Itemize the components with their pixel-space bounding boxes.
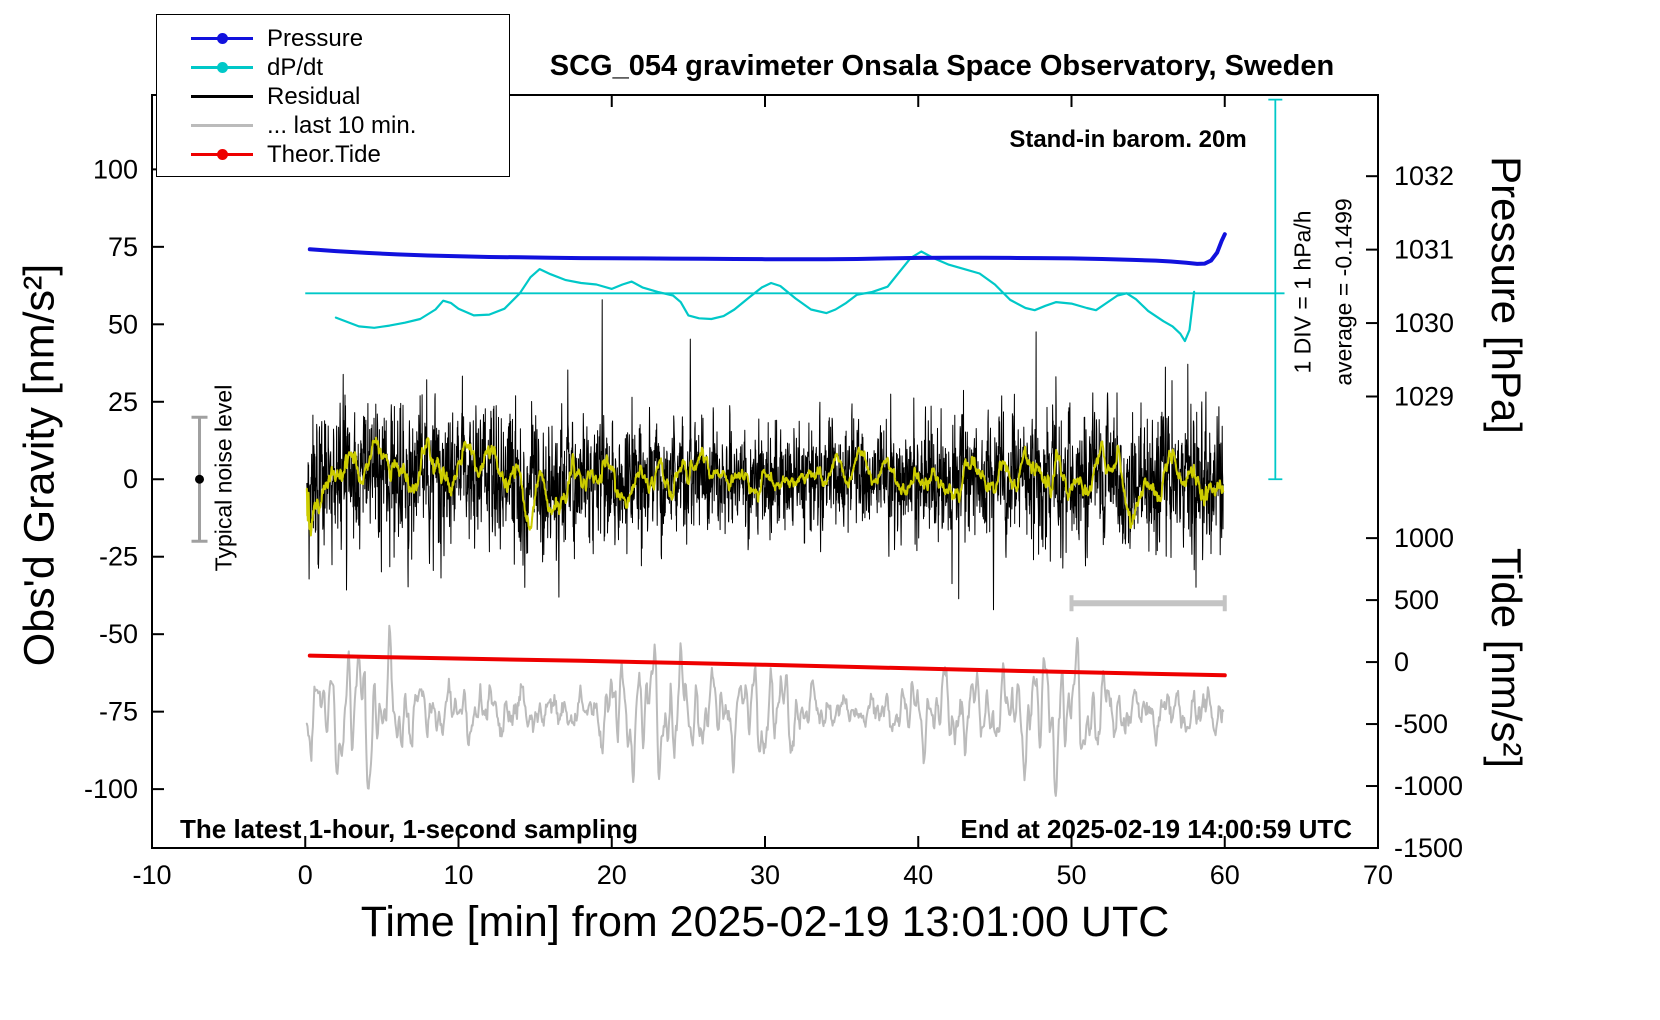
x-tick-label: 0 xyxy=(298,860,313,890)
legend-label: Pressure xyxy=(267,24,364,52)
tide-axis-label: Tide [nm/s²] xyxy=(1483,547,1530,769)
x-tick-label: -10 xyxy=(132,860,171,890)
legend-item: Theor.Tide xyxy=(157,140,509,169)
legend-line-sample xyxy=(191,95,253,98)
tide-tick-label: -1500 xyxy=(1394,833,1463,863)
legend-dot-sample xyxy=(217,149,228,160)
annotation-end-time: End at 2025-02-19 14:00:59 UTC xyxy=(960,814,1352,844)
x-tick-label: 60 xyxy=(1210,860,1240,890)
scalebar-caps xyxy=(1069,595,1227,612)
legend: Pressure dP/dt Residual... last 10 min. The… xyxy=(156,14,510,177)
legend-item: ... last 10 min. xyxy=(157,111,509,140)
annotation-barometer: Stand-in barom. 20m xyxy=(1009,126,1247,153)
legend-swatch xyxy=(191,53,253,82)
pressure-tick-label: 1029 xyxy=(1394,382,1454,412)
x-tick-label: 20 xyxy=(597,860,627,890)
series-residual xyxy=(306,299,1224,611)
tide-tick-label: 1000 xyxy=(1394,523,1454,553)
series-pressure xyxy=(307,232,1227,266)
legend-swatch xyxy=(191,82,253,111)
legend-item: Pressure xyxy=(157,24,509,53)
pressure-tick-label: 1032 xyxy=(1394,161,1454,191)
tide-tick-label: -500 xyxy=(1394,709,1448,739)
annotation-sampling: The latest 1-hour, 1-second sampling xyxy=(180,814,638,844)
noise-errorbar-dot xyxy=(195,474,205,484)
gravity-tick-label: -50 xyxy=(99,619,138,649)
x-tick-label: 50 xyxy=(1056,860,1086,890)
x-tick-label: 10 xyxy=(443,860,473,890)
gravity-tick-label: 50 xyxy=(108,309,138,339)
legend-label: Residual xyxy=(267,82,361,110)
gravity-tick-label: -75 xyxy=(99,697,138,727)
annotation-noise-level: Typical noise level xyxy=(210,384,237,572)
series-last-10-min xyxy=(305,624,1225,797)
gravity-tick-label: 100 xyxy=(93,154,138,184)
gravity-tick-label: -25 xyxy=(99,542,138,572)
gravity-tick-label: 75 xyxy=(108,232,138,262)
legend-item: Residual xyxy=(157,82,509,111)
pressure-tick-label: 1031 xyxy=(1394,235,1454,265)
legend-dot-sample xyxy=(217,33,228,44)
x-axis-label: Time [min] from 2025-02-19 13:01:00 UTC xyxy=(360,898,1170,946)
dpdt-div-axis xyxy=(1268,98,1283,481)
x-tick-label: 40 xyxy=(903,860,933,890)
tide-tick-label: 0 xyxy=(1394,647,1409,677)
tide-tick-label: 500 xyxy=(1394,585,1439,615)
pressure-tick-label: 1030 xyxy=(1394,308,1454,338)
x-tick-label: 30 xyxy=(750,860,780,890)
legend-item: dP/dt xyxy=(157,53,509,82)
gravity-tick-label: 0 xyxy=(123,464,138,494)
chart-title: SCG_054 gravimeter Onsala Space Observat… xyxy=(549,50,1335,82)
gravity-axis-label: Obs'd Gravity [nm/s²] xyxy=(15,263,64,667)
gravity-tick-label: 25 xyxy=(108,387,138,417)
legend-label: Theor.Tide xyxy=(267,140,381,168)
x-tick-label: 70 xyxy=(1363,860,1393,890)
legend-label: dP/dt xyxy=(267,53,324,81)
gravity-tick-label: -100 xyxy=(84,774,138,804)
legend-swatch xyxy=(191,24,253,53)
series-dpdt xyxy=(334,250,1196,343)
legend-swatch xyxy=(191,140,253,169)
annotation-average: average = -0.1499 xyxy=(1330,198,1357,386)
pressure-axis-label: Pressure [hPa] xyxy=(1483,156,1530,434)
series-residual-smoothed xyxy=(305,436,1225,537)
legend-label: ... last 10 min. xyxy=(267,111,417,139)
series-theor-tide xyxy=(307,653,1227,678)
legend-line-sample xyxy=(191,124,253,127)
legend-swatch xyxy=(191,111,253,140)
tide-tick-label: -1000 xyxy=(1394,771,1463,801)
annotation-div-scale: 1 DIV = 1 hPa/h xyxy=(1289,210,1316,374)
legend-dot-sample xyxy=(217,62,228,73)
